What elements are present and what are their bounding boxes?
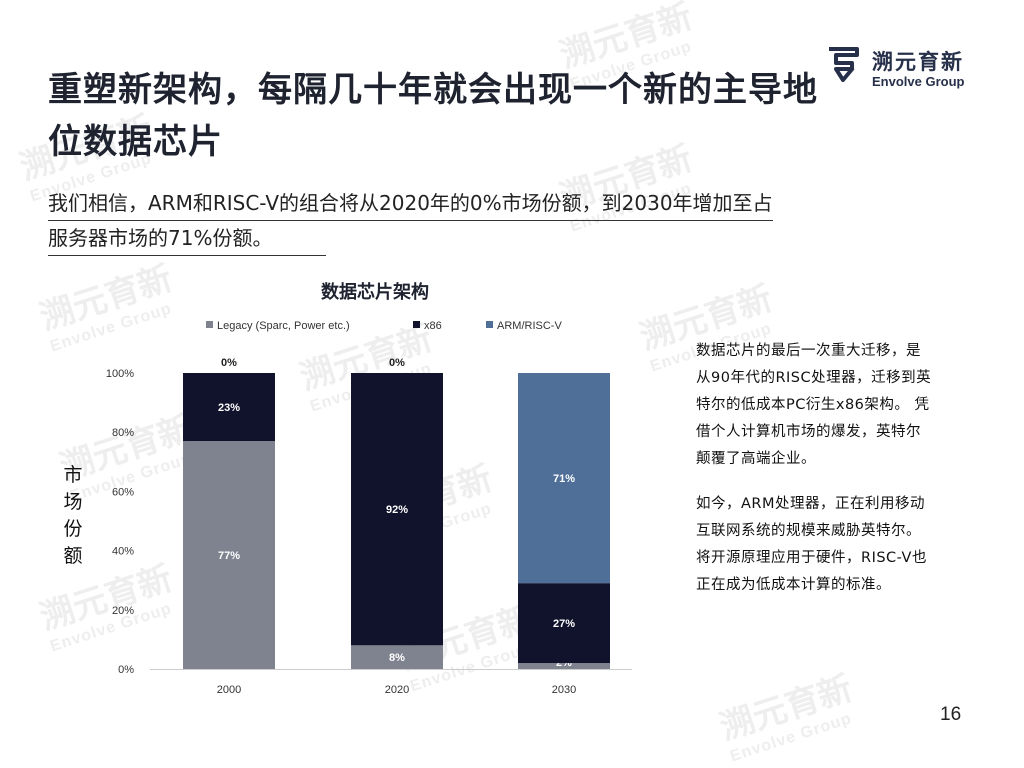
subtitle-line-1: 我们相信，ARM和RISC-V的组合将从2020年的0%市场份额，到2030年增… xyxy=(48,186,773,221)
legend-swatch xyxy=(413,321,420,328)
y-axis-label-char: 额 xyxy=(63,545,83,567)
x-tick-label: 2000 xyxy=(217,684,241,696)
bar-segment xyxy=(518,373,610,584)
bar-segment xyxy=(351,373,443,646)
y-axis-label-char: 场 xyxy=(63,491,83,513)
watermark: 溯元育新 Envolve Group xyxy=(715,668,858,766)
data-label: 92% xyxy=(386,504,408,516)
y-tick-label: 20% xyxy=(112,605,134,617)
data-label: 2% xyxy=(556,657,572,669)
legend-label: Legacy (Sparc, Power etc.) xyxy=(217,320,350,332)
legend-swatch xyxy=(206,321,213,328)
brand-logo: 溯元育新 Envolve Group xyxy=(826,44,986,96)
y-axis-label: 市 场 份 额 xyxy=(62,462,84,570)
bar-segment xyxy=(183,441,275,669)
sidebar-paragraph-1: 数据芯片的最后一次重大迁移，是从90年代的RISC处理器，迁移到英特尔的低成本P… xyxy=(696,343,932,467)
data-label: 71% xyxy=(553,473,575,485)
sidebar-paragraph-2: 如今，ARM处理器，正在利用移动互联网系统的规模来威胁英特尔。将开源原理应用于硬… xyxy=(696,496,927,593)
data-label: 77% xyxy=(218,550,240,562)
y-tick-label: 40% xyxy=(112,546,134,558)
x-tick-label: 2020 xyxy=(385,684,409,696)
watermark: 溯元育新 Envolve Group xyxy=(35,258,178,356)
y-tick-label: 0% xyxy=(118,664,134,676)
y-tick-label: 100% xyxy=(106,368,134,380)
data-label: 0% xyxy=(221,357,237,369)
logo-text-en: Envolve Group xyxy=(872,74,965,89)
legend-label: x86 xyxy=(424,320,442,332)
y-tick-label: 60% xyxy=(112,486,134,498)
logo-mark-icon xyxy=(829,47,859,82)
logo-text-cn: 溯元育新 xyxy=(872,50,964,74)
y-axis-label-char: 市 xyxy=(63,464,83,486)
data-label: 23% xyxy=(218,402,240,414)
watermark: 溯元育新 Envolve Group xyxy=(395,598,538,696)
subtitle: 我们相信，ARM和RISC-V的组合将从2020年的0%市场份额，到2030年增… xyxy=(48,186,978,256)
data-label: 8% xyxy=(389,652,405,664)
y-tick-label: 80% xyxy=(112,427,134,439)
page-title: 重塑新架构，每隔几十年就会出现一个新的主导地位数据芯片 xyxy=(48,70,818,162)
subtitle-line-2: 服务器市场的71%份额。 xyxy=(48,221,327,256)
bar-segment xyxy=(518,663,610,669)
x-tick-label: 2030 xyxy=(552,684,576,696)
watermark: 溯元育新 Envolve Group xyxy=(295,318,438,416)
y-axis-label-char: 份 xyxy=(63,518,83,540)
legend-label: ARM/RISC-V xyxy=(497,320,562,332)
page-number: 16 xyxy=(940,704,962,725)
bar-segment xyxy=(351,645,443,669)
legend-swatch xyxy=(486,321,493,328)
data-label: 0% xyxy=(389,357,405,369)
chart-title: 数据芯片架构 xyxy=(321,282,429,303)
watermark: 溯元育新 Envolve Group xyxy=(355,458,498,556)
bar-segment xyxy=(183,373,275,442)
data-label: 27% xyxy=(553,618,575,630)
watermark: 溯元育新 Envolve Group xyxy=(35,558,178,656)
bar-segment xyxy=(518,583,610,664)
sidebar-text: 数据芯片的最后一次重大迁移，是从90年代的RISC处理器，迁移到英特尔的低成本P… xyxy=(696,338,932,617)
